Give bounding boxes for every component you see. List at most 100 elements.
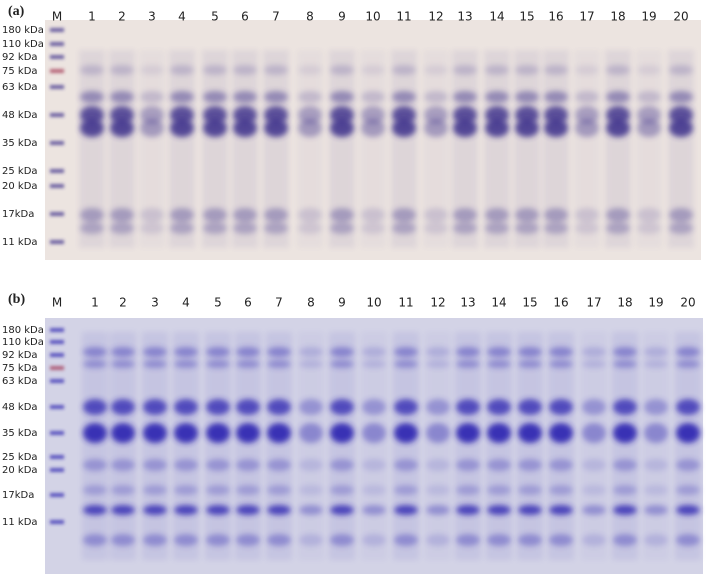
lane-label: 19 — [648, 296, 663, 310]
band — [456, 459, 480, 471]
band — [264, 222, 288, 234]
band — [206, 347, 230, 357]
marker-band — [50, 455, 64, 459]
marker-label: 11 kDa — [2, 517, 38, 528]
band — [264, 65, 288, 75]
band — [485, 65, 509, 75]
band — [233, 91, 257, 103]
band — [330, 65, 354, 75]
band — [361, 65, 385, 75]
marker-label: 25 kDa — [2, 452, 38, 463]
marker-band — [50, 212, 64, 216]
band — [644, 347, 668, 357]
marker-band — [50, 69, 64, 73]
band — [485, 91, 509, 103]
band — [426, 534, 450, 546]
lane-label: 3 — [151, 296, 159, 310]
band — [549, 459, 573, 471]
lane-label: 5 — [214, 296, 222, 310]
band — [83, 485, 107, 495]
band — [644, 505, 668, 515]
band — [174, 360, 198, 368]
band — [206, 534, 230, 546]
band — [83, 459, 107, 471]
band — [174, 534, 198, 546]
band — [330, 423, 354, 443]
band — [487, 485, 511, 495]
band — [637, 106, 661, 124]
band — [394, 505, 418, 515]
band — [233, 65, 257, 75]
band — [80, 119, 104, 137]
band — [487, 360, 511, 368]
band — [143, 459, 167, 471]
band — [394, 347, 418, 357]
band — [203, 106, 227, 124]
lane-label: 17 — [579, 10, 594, 24]
band — [264, 91, 288, 103]
band — [426, 399, 450, 415]
band — [549, 534, 573, 546]
band — [110, 222, 134, 234]
band — [80, 222, 104, 234]
band — [424, 91, 448, 103]
panel-label: (b) — [8, 292, 25, 307]
marker-label: 63 kDa — [2, 376, 38, 387]
marker-band — [50, 431, 64, 435]
band — [236, 505, 260, 515]
lane-label: 7 — [275, 296, 283, 310]
band — [330, 222, 354, 234]
band — [676, 485, 700, 495]
band — [426, 459, 450, 471]
band — [582, 347, 606, 357]
band — [606, 106, 630, 124]
band — [298, 208, 322, 222]
band — [637, 208, 661, 222]
band — [362, 399, 386, 415]
band — [453, 91, 477, 103]
band — [361, 91, 385, 103]
band — [453, 208, 477, 222]
band — [174, 485, 198, 495]
band — [613, 399, 637, 415]
lane-label: 4 — [178, 10, 186, 24]
band — [206, 459, 230, 471]
band — [582, 505, 606, 515]
band — [549, 399, 573, 415]
lane-label: 3 — [148, 10, 156, 24]
band — [544, 91, 568, 103]
band — [111, 399, 135, 415]
band — [83, 360, 107, 368]
band — [233, 106, 257, 124]
band — [330, 119, 354, 137]
band — [487, 423, 511, 443]
band — [426, 485, 450, 495]
band — [299, 459, 323, 471]
band — [394, 360, 418, 368]
marker-band — [50, 379, 64, 383]
band — [140, 208, 164, 222]
lane-label: 13 — [457, 10, 472, 24]
marker-label: 75 kDa — [2, 66, 38, 77]
band — [676, 399, 700, 415]
marker-band — [50, 55, 64, 59]
band — [676, 505, 700, 515]
marker-band — [50, 340, 64, 344]
band — [298, 65, 322, 75]
lane-smear — [82, 332, 108, 560]
marker-label: 92 kDa — [2, 52, 38, 63]
band — [236, 360, 260, 368]
band — [637, 222, 661, 234]
band — [394, 485, 418, 495]
band — [362, 360, 386, 368]
marker-band — [50, 493, 64, 497]
band — [111, 347, 135, 357]
band — [518, 423, 542, 443]
lane-label: 4 — [182, 296, 190, 310]
marker-label: 48 kDa — [2, 110, 38, 121]
band — [203, 65, 227, 75]
band — [236, 485, 260, 495]
band — [676, 423, 700, 443]
band — [330, 505, 354, 515]
lane-label: 7 — [272, 10, 280, 24]
